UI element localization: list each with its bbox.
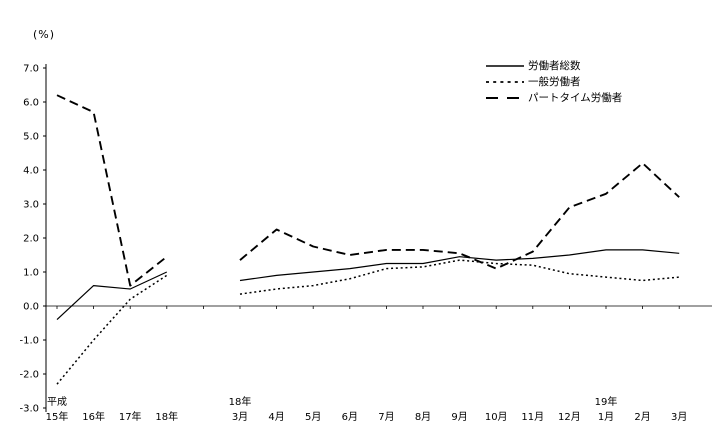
x-axis-label-month: 4月 (268, 411, 284, 423)
x-axis-label-month: 10月 (485, 411, 508, 423)
legend-label-parttime: パートタイム労働者 (528, 92, 623, 104)
x-axis-label-month: 12月 (558, 411, 581, 423)
legend-label-total: 労働者総数 (528, 60, 581, 72)
x-axis-label-year: 16年 (82, 410, 105, 423)
legend-line-solid-icon (486, 64, 524, 67)
series-line-solid (56, 271, 168, 321)
legend-label-general: 一般労働者 (528, 76, 581, 88)
y-axis-label: 0.0 (23, 302, 39, 313)
legend-item-general: 一般労働者 (486, 75, 622, 88)
x-axis-label-month: 3月 (232, 411, 248, 423)
x-axis-label-month: 3月 (671, 411, 687, 423)
y-axis-label: 3.0 (23, 200, 39, 211)
y-axis-label: -3.0 (19, 404, 39, 415)
y-axis-label: -2.0 (19, 370, 39, 381)
series-line-dashed (239, 162, 680, 270)
y-axis-label: 1.0 (23, 268, 39, 279)
legend-item-parttime: パートタイム労働者 (486, 91, 622, 104)
series-line-dashed (56, 94, 168, 287)
x-axis-label-month: 8月 (415, 411, 431, 423)
y-axis-label: 2.0 (23, 234, 39, 245)
x-axis-label-month: 11月 (521, 411, 544, 423)
series-line-dotted (239, 259, 680, 295)
chart-legend: 労働者総数 一般労働者 パートタイム労働者 (486, 59, 622, 104)
y-axis-label: 4.0 (23, 166, 39, 177)
x-axis-label-month: 9月 (451, 411, 467, 423)
x-axis-label-year: 18年 (155, 410, 178, 423)
x-axis-label-year: 15年 (46, 410, 69, 423)
x-axis-label-month: 6月 (342, 411, 358, 423)
y-axis-label: 5.0 (23, 132, 39, 143)
x-axis-era-label: 19年 (595, 395, 618, 408)
x-axis-era-label: 平成 (47, 396, 67, 408)
x-axis-era-label: 18年 (229, 395, 252, 408)
x-axis-label-year: 17年 (119, 410, 142, 423)
y-axis-label: 6.0 (23, 98, 39, 109)
legend-line-dashed-icon (486, 96, 524, 99)
legend-line-dotted-icon (486, 80, 524, 83)
y-axis-label: 7.0 (23, 64, 39, 75)
legend-item-total: 労働者総数 (486, 59, 622, 72)
x-axis-label-month: 1月 (598, 411, 614, 423)
y-axis-label: -1.0 (19, 336, 39, 347)
series-line-solid (239, 249, 680, 282)
x-axis-label-month: 7月 (378, 411, 394, 423)
unit-label: (%) (33, 28, 56, 41)
series-line-dotted (56, 274, 168, 385)
x-axis-label-month: 2月 (634, 411, 650, 423)
x-axis-label-month: 5月 (305, 411, 321, 423)
